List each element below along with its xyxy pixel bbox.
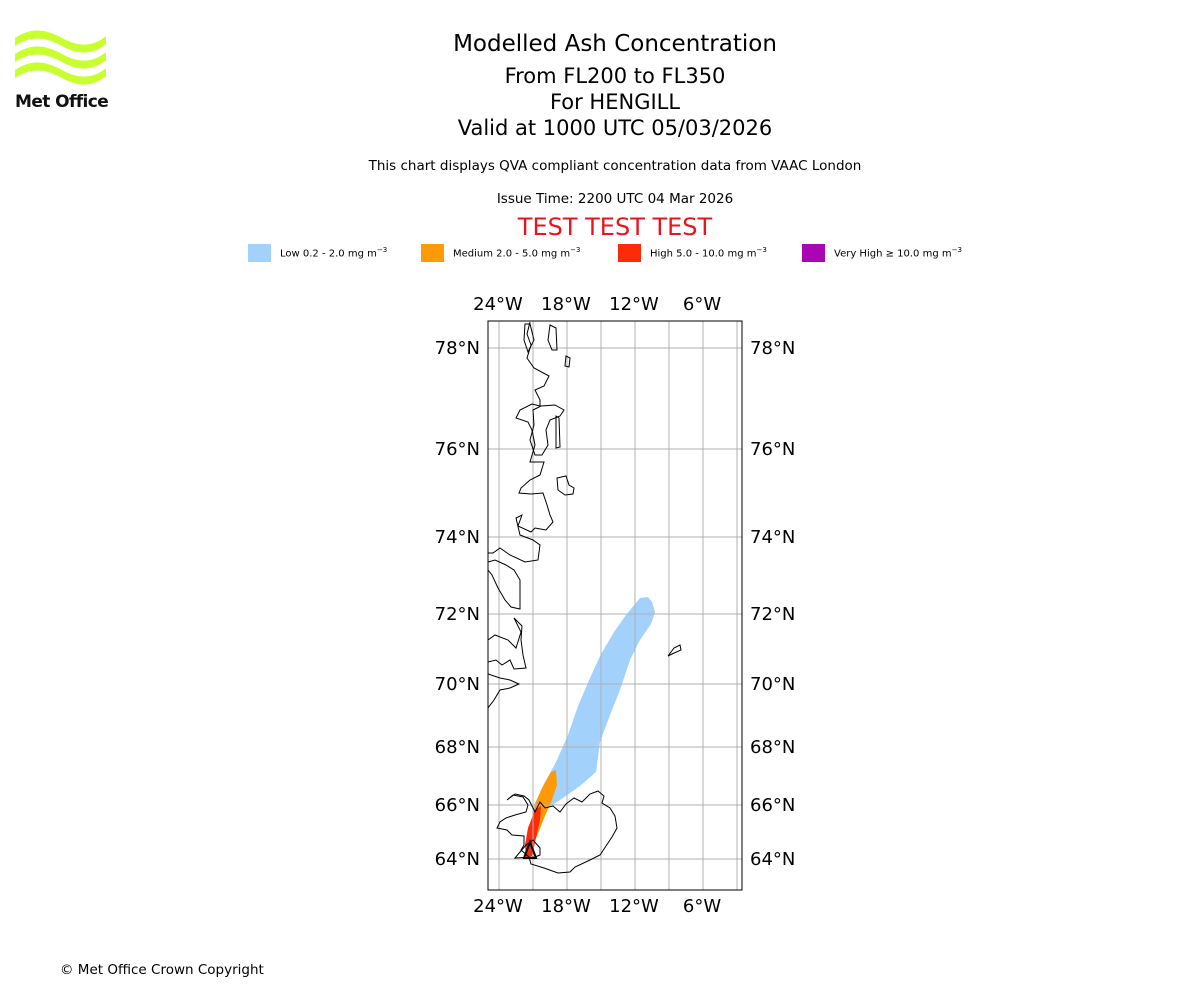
lat-label-left: 72°N bbox=[435, 604, 480, 625]
lat-label-right: 72°N bbox=[750, 604, 795, 625]
lat-label-left: 76°N bbox=[435, 439, 480, 460]
map-background bbox=[488, 321, 742, 890]
volcano-triangle-icon bbox=[522, 839, 538, 859]
legend-swatch-medium bbox=[421, 244, 444, 262]
coastlines bbox=[488, 321, 682, 874]
legend-swatch-high bbox=[618, 244, 641, 262]
lon-label-top: 18°W bbox=[541, 294, 591, 315]
legend-label-medium: Medium 2.0 - 5.0 mg m−3 bbox=[453, 246, 581, 260]
lat-label-right: 74°N bbox=[750, 527, 795, 548]
lat-label-right: 66°N bbox=[750, 795, 795, 816]
map-frame bbox=[487, 320, 743, 891]
lon-label-top: 24°W bbox=[473, 294, 523, 315]
chart-title: Modelled Ash Concentration bbox=[453, 31, 777, 57]
lat-label-right: 76°N bbox=[750, 439, 795, 460]
legend-label-low: Low 0.2 - 2.0 mg m−3 bbox=[280, 246, 388, 260]
copyright-footer: © Met Office Crown Copyright bbox=[60, 962, 264, 978]
valid-time: Valid at 1000 UTC 05/03/2026 bbox=[457, 116, 773, 140]
lat-label-left: 74°N bbox=[435, 527, 480, 548]
lon-label-bottom: 18°W bbox=[541, 896, 591, 917]
lat-label-left: 70°N bbox=[435, 674, 480, 695]
legend-label-high: High 5.0 - 10.0 mg m−3 bbox=[650, 246, 767, 260]
legend: Low 0.2 - 2.0 mg m−3 Medium 2.0 - 5.0 mg… bbox=[0, 244, 1200, 264]
logo-text: Met Office bbox=[15, 92, 109, 112]
lon-label-bottom: 6°W bbox=[683, 896, 721, 917]
lat-label-right: 68°N bbox=[750, 737, 795, 758]
lon-label-bottom: 12°W bbox=[609, 896, 659, 917]
ash-area-low bbox=[531, 597, 655, 828]
legend-swatch-low bbox=[248, 244, 271, 262]
lat-label-left: 78°N bbox=[435, 338, 480, 359]
graticule bbox=[488, 321, 742, 890]
lon-label-top: 12°W bbox=[609, 294, 659, 315]
lat-label-left: 68°N bbox=[435, 737, 480, 758]
legend-swatch-very-high bbox=[802, 244, 825, 262]
legend-item-high: High 5.0 - 10.0 mg m−3 bbox=[618, 244, 767, 262]
lat-label-right: 64°N bbox=[750, 849, 795, 870]
flight-levels: From FL200 to FL350 bbox=[504, 64, 726, 88]
legend-item-medium: Medium 2.0 - 5.0 mg m−3 bbox=[421, 244, 580, 262]
legend-item-very-high: Very High ≥ 10.0 mg m−3 bbox=[802, 244, 962, 262]
lon-label-bottom: 24°W bbox=[473, 896, 523, 917]
issue-time: Issue Time: 2200 UTC 04 Mar 2026 bbox=[496, 191, 734, 207]
lon-label-top: 6°W bbox=[683, 294, 721, 315]
met-office-logo-icon bbox=[15, 30, 106, 85]
legend-item-low: Low 0.2 - 2.0 mg m−3 bbox=[248, 244, 387, 262]
lat-label-right: 70°N bbox=[750, 674, 795, 695]
lat-label-left: 66°N bbox=[435, 795, 480, 816]
lat-label-right: 78°N bbox=[750, 338, 795, 359]
lat-label-left: 64°N bbox=[435, 849, 480, 870]
volcano-name: For HENGILL bbox=[549, 90, 681, 114]
chart-description: This chart displays QVA compliant concen… bbox=[368, 158, 862, 174]
legend-label-very-high: Very High ≥ 10.0 mg m−3 bbox=[834, 246, 962, 260]
test-banner: TEST TEST TEST bbox=[517, 213, 713, 241]
